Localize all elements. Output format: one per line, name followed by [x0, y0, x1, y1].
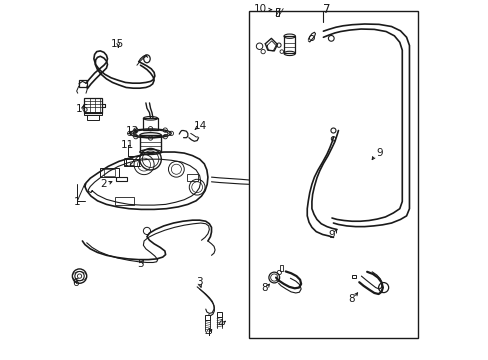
Bar	[116, 177, 126, 181]
Text: 5: 5	[137, 259, 143, 269]
Bar	[104, 169, 115, 176]
Text: 8: 8	[261, 283, 268, 293]
Bar	[276, 8, 278, 16]
Text: 15: 15	[111, 40, 124, 49]
Bar	[351, 275, 356, 278]
Bar	[115, 197, 134, 205]
Text: 6: 6	[72, 278, 79, 288]
Text: 2: 2	[100, 179, 107, 189]
Text: 3: 3	[196, 277, 203, 287]
Text: 9: 9	[328, 230, 335, 239]
Bar	[217, 312, 222, 317]
Bar	[83, 98, 102, 113]
Text: 10: 10	[253, 4, 266, 14]
Bar	[284, 36, 295, 53]
Bar	[100, 168, 119, 177]
Text: 8: 8	[348, 294, 354, 304]
Bar	[83, 112, 102, 116]
Text: 11: 11	[121, 140, 134, 150]
Text: 1: 1	[74, 197, 81, 207]
Text: 12: 12	[123, 158, 136, 168]
Bar	[86, 115, 99, 120]
Bar	[279, 265, 283, 271]
Bar	[140, 135, 161, 152]
Text: 4: 4	[204, 328, 210, 338]
Text: 7: 7	[323, 3, 330, 16]
Bar	[205, 315, 210, 320]
Bar	[249, 12, 418, 338]
Bar	[143, 118, 158, 130]
Bar	[79, 80, 86, 87]
Text: 9: 9	[376, 148, 382, 158]
Bar	[124, 159, 139, 166]
Text: 13: 13	[125, 126, 139, 135]
Text: 4: 4	[217, 319, 224, 329]
Bar	[187, 174, 198, 181]
Text: 14: 14	[193, 121, 206, 131]
Text: 16: 16	[76, 104, 89, 114]
